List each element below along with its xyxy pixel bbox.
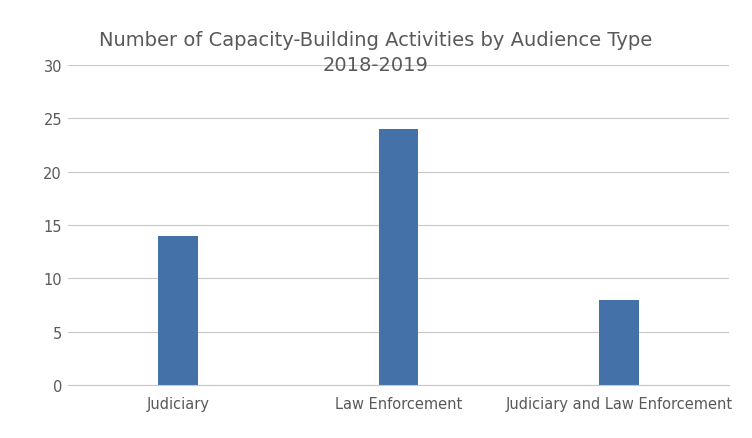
Bar: [599, 300, 639, 385]
Bar: [158, 236, 198, 385]
Text: Number of Capacity-Building Activities by Audience Type
2018-2019: Number of Capacity-Building Activities b…: [99, 31, 653, 74]
Bar: [379, 130, 418, 385]
